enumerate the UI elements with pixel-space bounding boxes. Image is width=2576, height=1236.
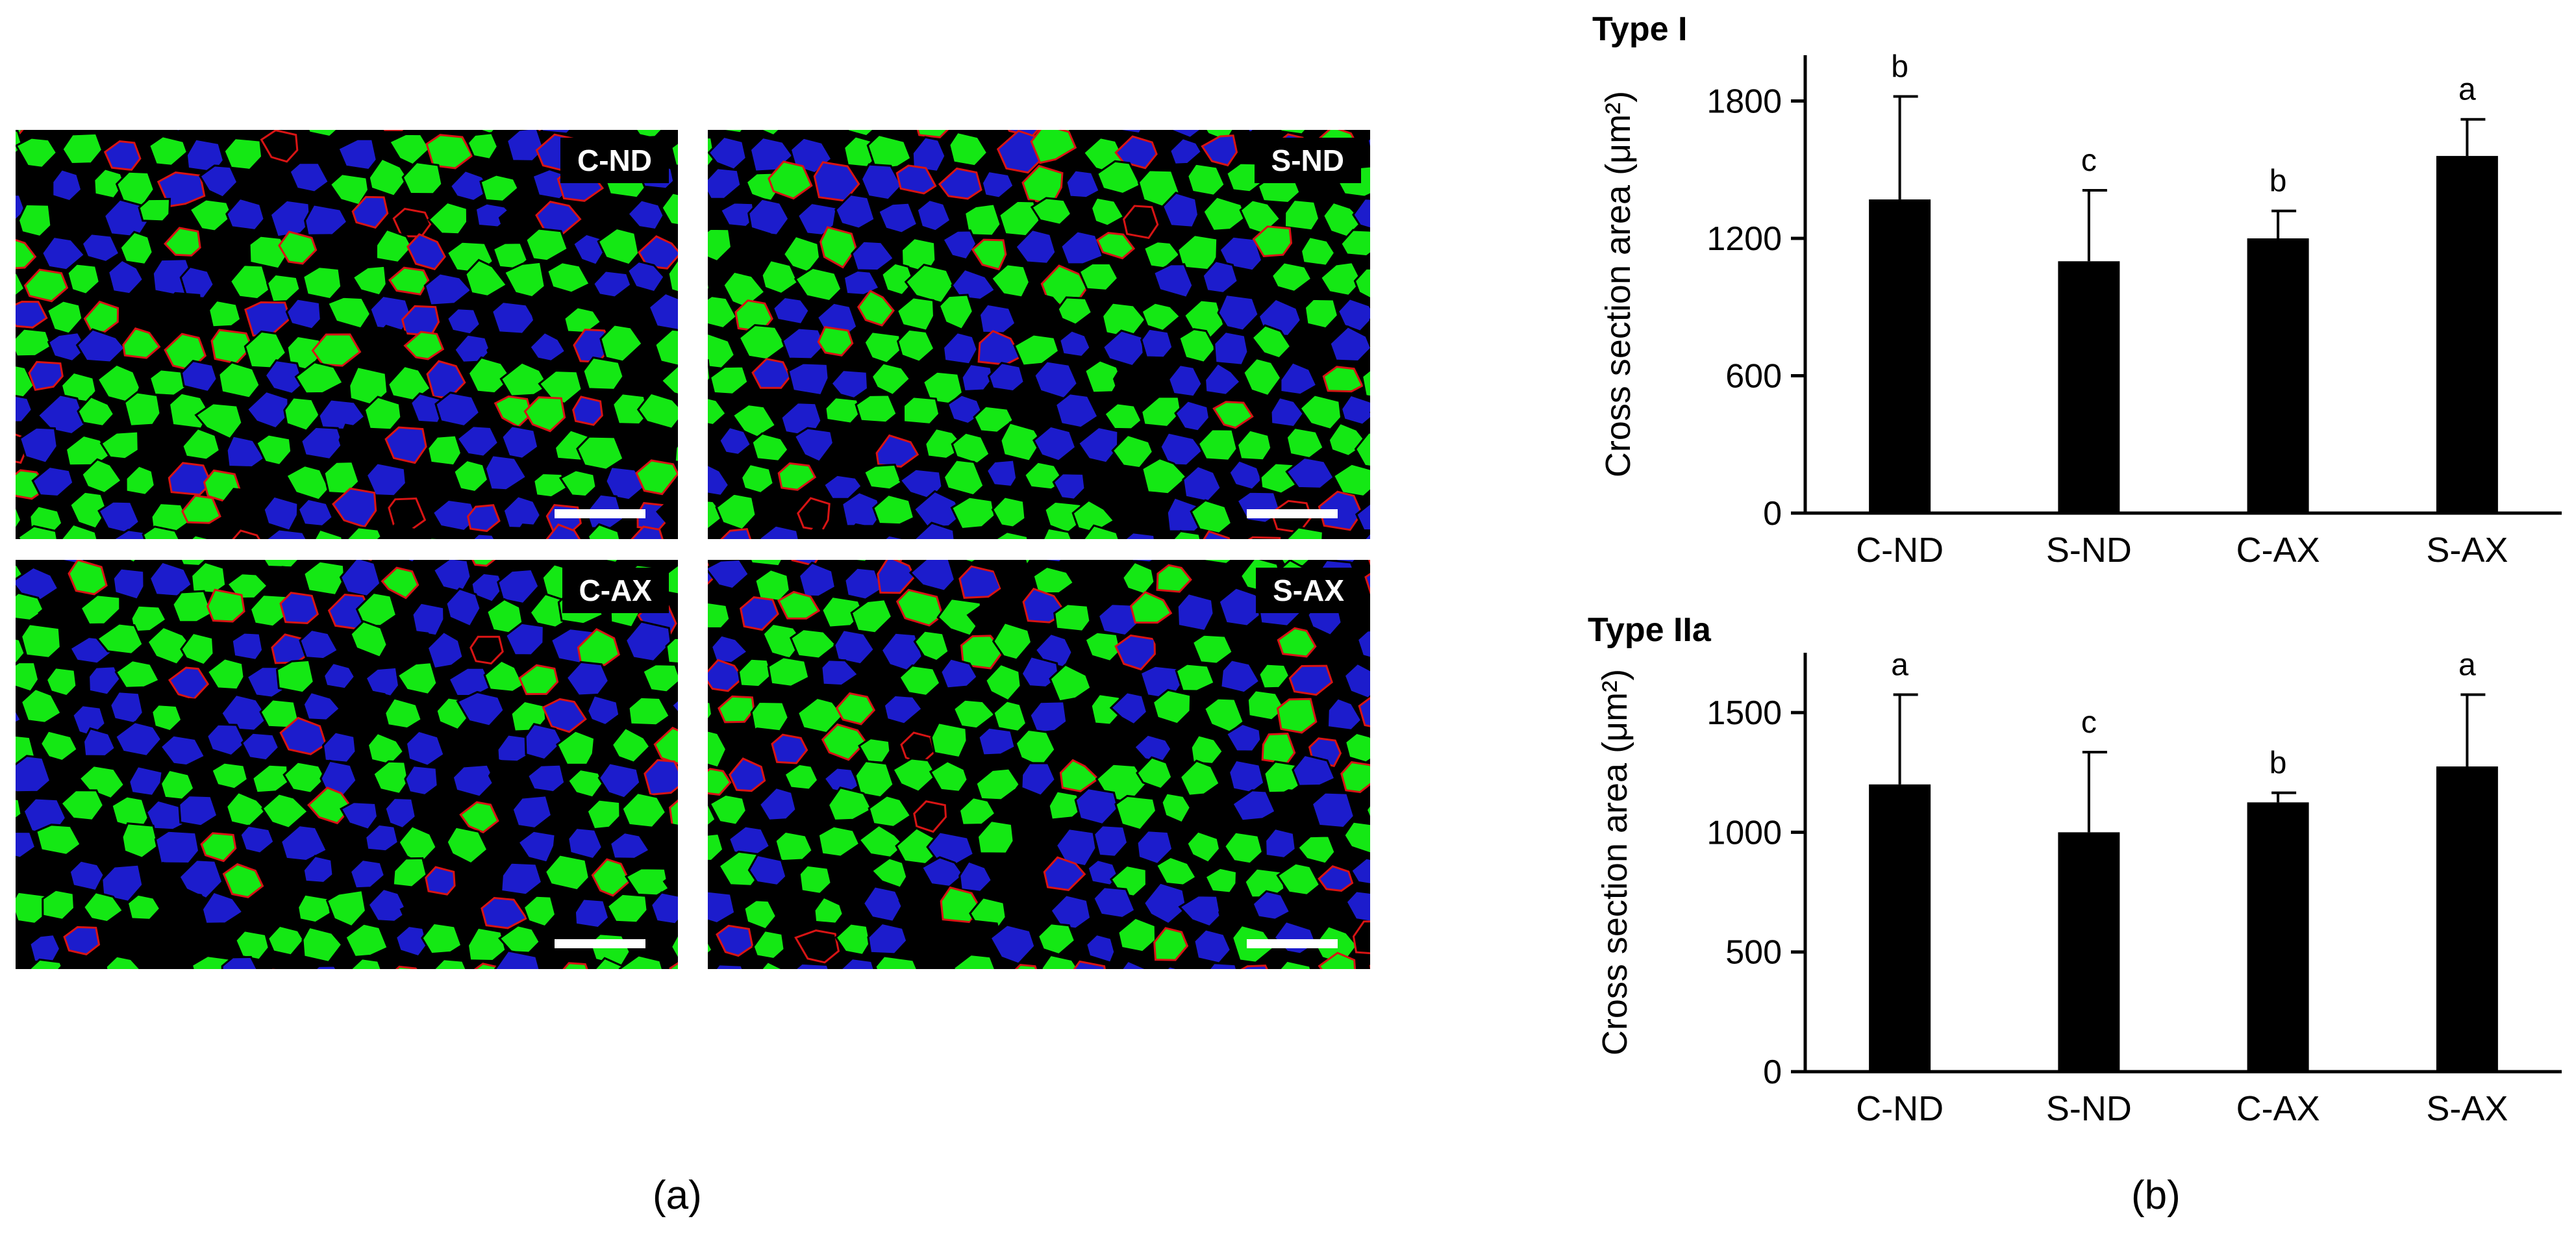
y-tick-label: 1200 xyxy=(1707,220,1782,258)
scale-bar xyxy=(1247,509,1338,518)
panel-a-caption: (a) xyxy=(653,1173,702,1218)
y-axis-label: Cross section area (μm²) xyxy=(1595,669,1634,1055)
bar xyxy=(1869,784,1931,1072)
significance-letter: c xyxy=(2081,144,2097,178)
significance-letter: b xyxy=(2270,746,2287,781)
bar xyxy=(2247,238,2309,513)
y-tick-label: 500 xyxy=(1725,934,1782,972)
y-tick-label: 1000 xyxy=(1707,814,1782,851)
bar xyxy=(2436,766,2498,1072)
y-tick-label: 0 xyxy=(1763,1053,1782,1091)
micrograph-s-ax: S-AX xyxy=(708,560,1370,969)
chart-title: Type IIa xyxy=(1588,611,1712,649)
micrograph-label: C-AX xyxy=(562,568,669,613)
x-tick-label: C-ND xyxy=(1856,531,1944,570)
scale-bar xyxy=(555,939,645,948)
micrograph-c-nd: C-ND xyxy=(16,130,678,539)
bar xyxy=(1869,199,1931,513)
x-tick-label: S-ND xyxy=(2046,1089,2132,1128)
significance-letter: a xyxy=(1891,648,1908,683)
scale-bar xyxy=(1247,939,1338,948)
micrograph-label: C-ND xyxy=(560,138,669,183)
significance-letter: a xyxy=(2458,73,2476,107)
micrograph-c-ax: C-AX xyxy=(16,560,678,969)
y-tick-label: 1500 xyxy=(1707,694,1782,732)
significance-letter: a xyxy=(2458,648,2476,683)
bar xyxy=(2058,261,2120,513)
significance-letter: b xyxy=(2270,164,2287,199)
y-tick-label: 0 xyxy=(1763,495,1782,533)
x-tick-label: C-AX xyxy=(2236,531,2320,570)
bar xyxy=(2436,156,2498,514)
x-tick-label: S-ND xyxy=(2046,531,2132,570)
significance-letter: b xyxy=(1891,49,1908,84)
y-tick-label: 600 xyxy=(1725,358,1782,396)
significance-letter: c xyxy=(2081,705,2097,740)
x-tick-label: C-ND xyxy=(1856,1089,1944,1128)
chart-title: Type I xyxy=(1592,10,1687,48)
micrograph-label: S-ND xyxy=(1254,138,1361,183)
micrograph-label: S-AX xyxy=(1256,568,1361,613)
panel-b-caption: (b) xyxy=(2131,1173,2181,1218)
micrograph-s-nd: S-ND xyxy=(708,130,1370,539)
x-tick-label: S-AX xyxy=(2426,531,2508,570)
scale-bar xyxy=(555,509,645,518)
y-axis-label: Cross section area (μm²) xyxy=(1599,91,1638,477)
y-tick-label: 1800 xyxy=(1707,83,1782,121)
bar xyxy=(2058,832,2120,1072)
x-tick-label: S-AX xyxy=(2426,1089,2508,1128)
x-tick-label: C-AX xyxy=(2236,1089,2320,1128)
bar xyxy=(2247,802,2309,1072)
